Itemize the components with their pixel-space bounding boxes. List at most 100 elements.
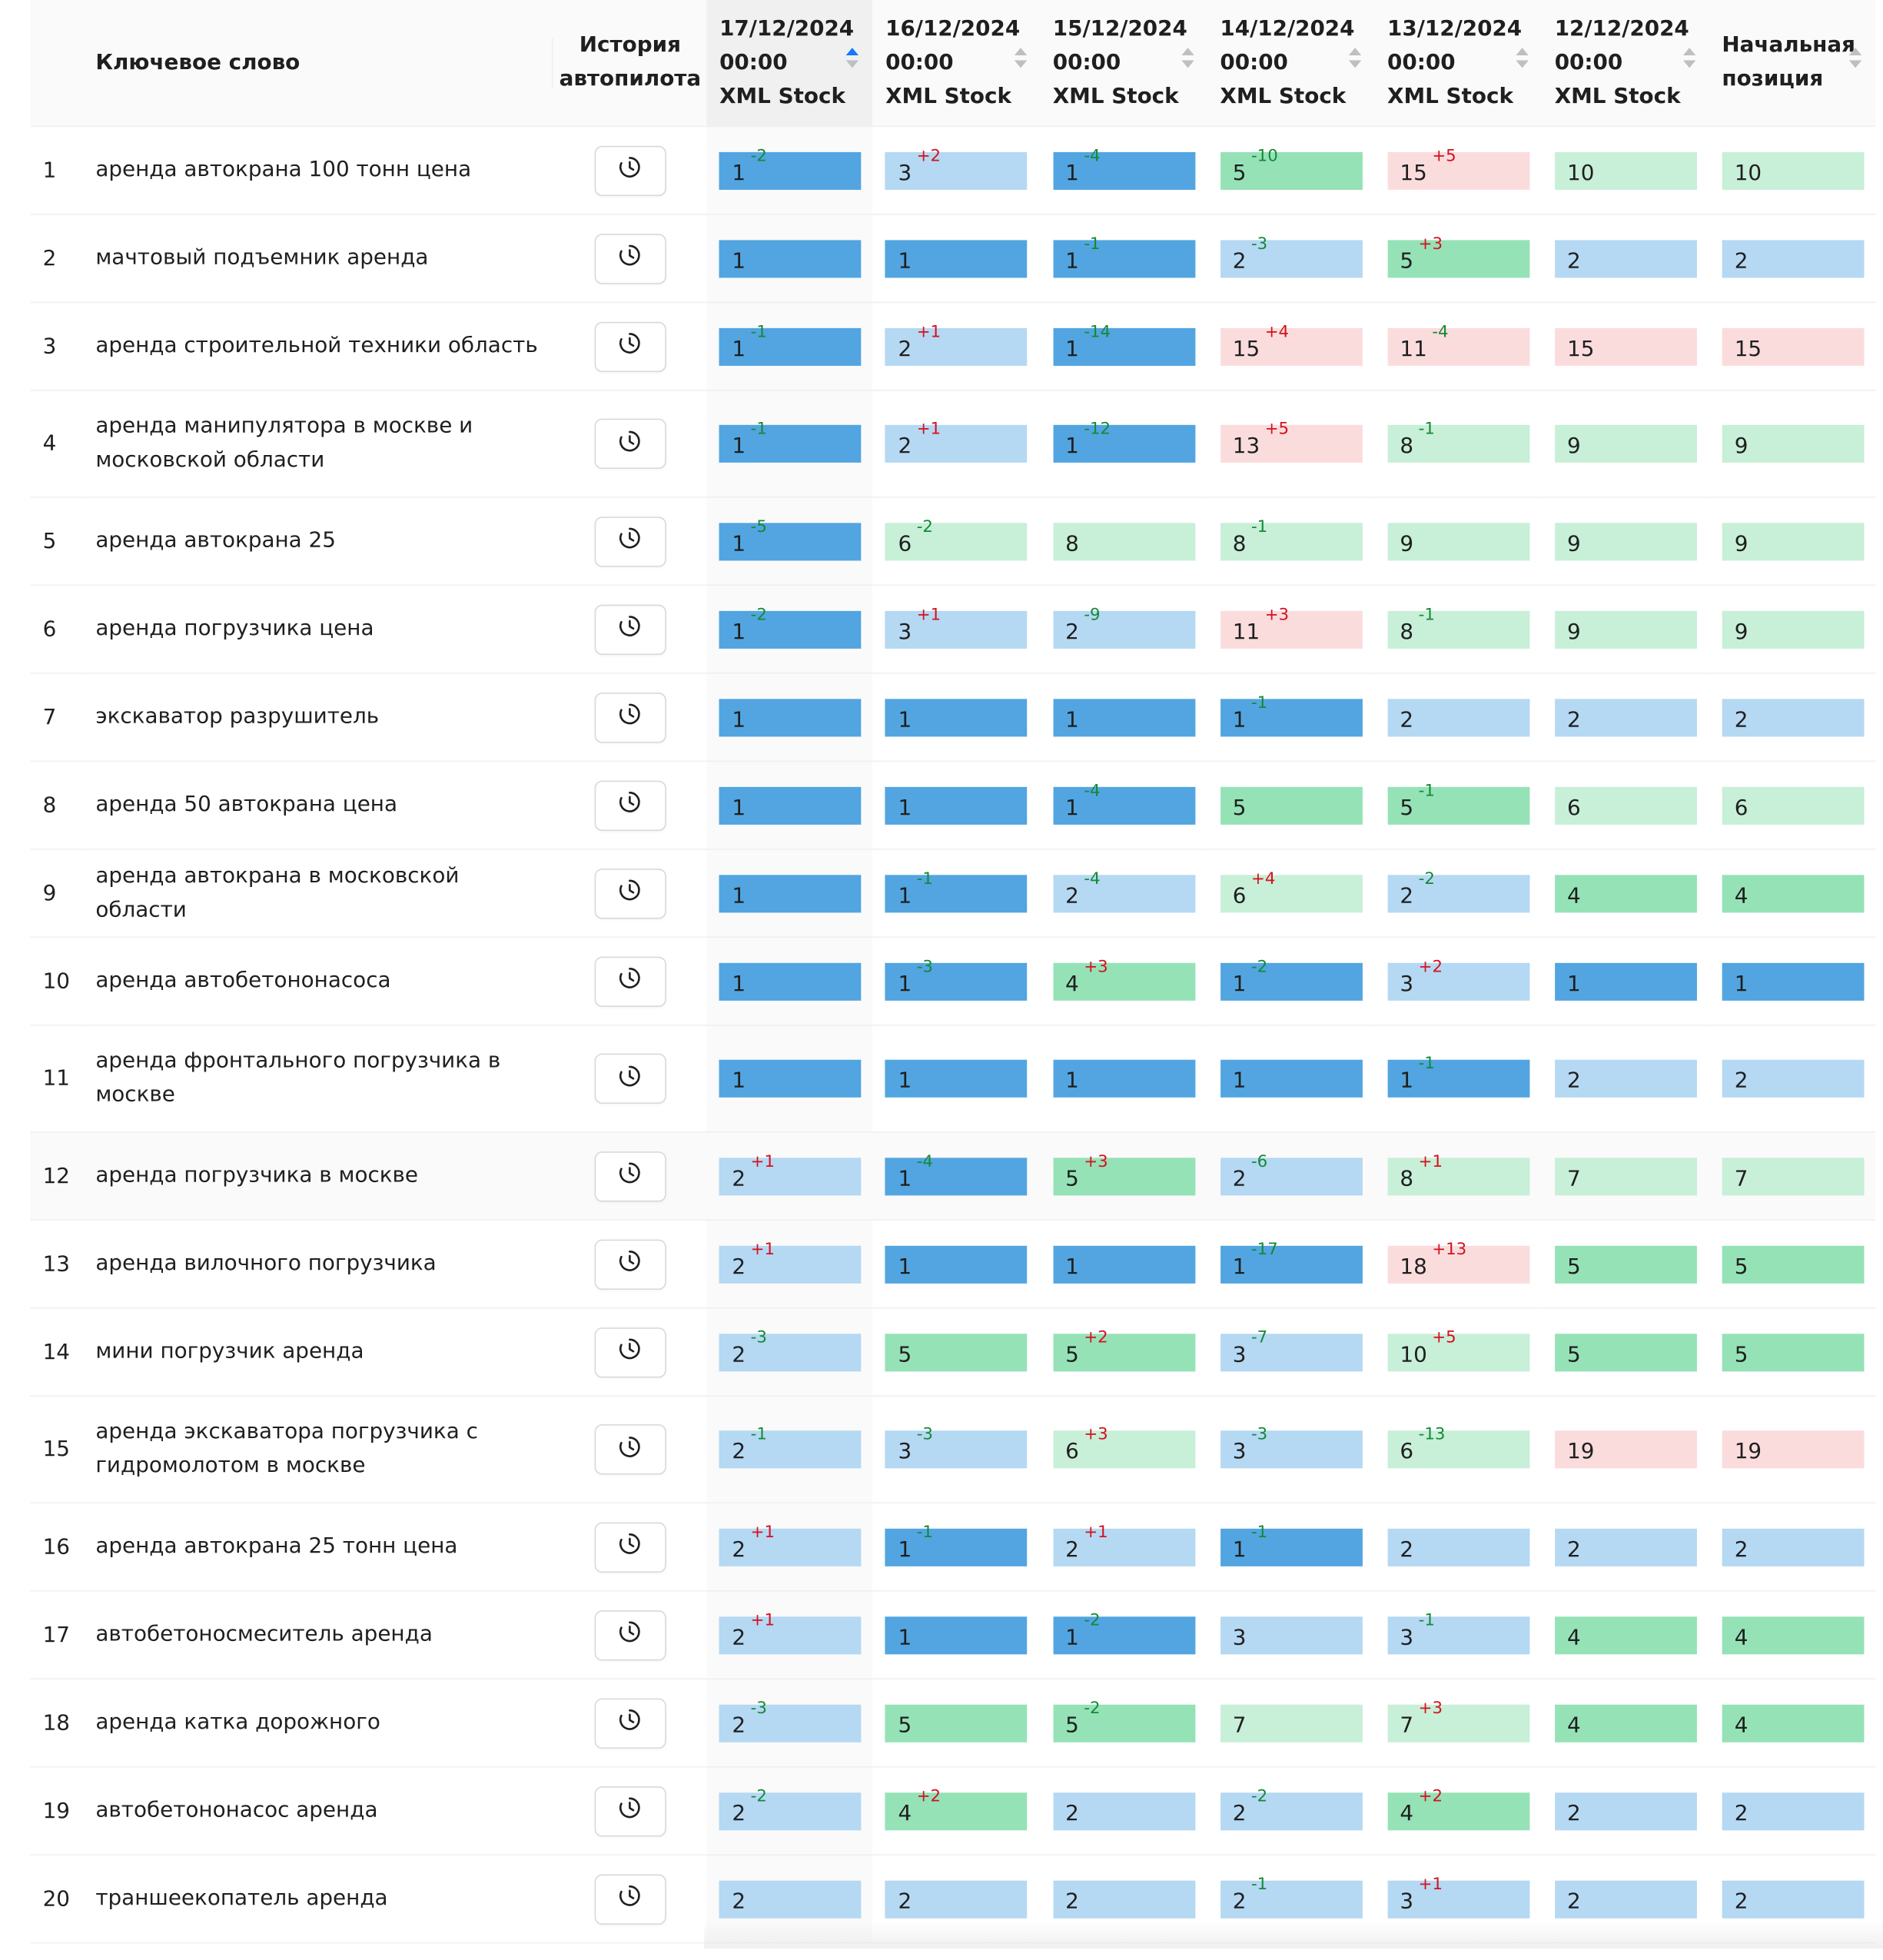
position-delta: +3 <box>1418 234 1443 254</box>
autopilot-history-button[interactable] <box>594 603 666 655</box>
position-value: 6 <box>1232 882 1247 909</box>
position-cell: 1 <box>706 937 873 1026</box>
keyword-cell: автобетононасос аренда <box>80 1766 554 1856</box>
autopilot-history-button[interactable] <box>594 868 666 919</box>
position-badge: 3+2 <box>885 147 1028 190</box>
autopilot-history-button[interactable] <box>594 692 666 742</box>
position-value: 2 <box>1734 706 1748 733</box>
position-delta: -3 <box>1251 234 1268 254</box>
position-cell: 1 <box>1040 1220 1208 1309</box>
header-autopilot-history: История автопилота <box>553 0 707 128</box>
table-row: 14 мини погрузчик аренда 2-3 5 5+2 3-7 10+5 5 5 <box>30 1307 1876 1397</box>
sort-asc-icon[interactable] <box>845 45 861 73</box>
position-badge: 6+3 <box>1052 1426 1195 1469</box>
position-value: 9 <box>1734 619 1748 645</box>
header-date-3[interactable]: 14/12/2024 00:00 XML Stock <box>1207 0 1375 128</box>
position-value: 8 <box>1400 619 1414 645</box>
position-delta: -1 <box>1251 693 1268 713</box>
position-badge: 9 <box>1722 424 1865 463</box>
autopilot-history-button[interactable] <box>594 1238 666 1290</box>
position-value: 2 <box>732 1624 746 1650</box>
autopilot-history-button[interactable] <box>594 233 666 284</box>
sort-icon[interactable] <box>1012 45 1028 73</box>
autopilot-history-button[interactable] <box>594 145 666 196</box>
position-cell: 6-2 <box>872 497 1041 586</box>
header-date-label: 17/12/2024 <box>719 15 855 42</box>
autopilot-history-button[interactable] <box>594 516 666 566</box>
position-value: 5 <box>1232 795 1247 821</box>
position-cell: 2 <box>1374 673 1543 762</box>
autopilot-history-button[interactable] <box>594 1327 666 1377</box>
position-badge: 1-1 <box>1220 1523 1363 1566</box>
position-badge: 6 <box>1554 786 1697 825</box>
table-row: 13 аренда вилочного погрузчика 2+1 1 1 1-17 18… <box>30 1220 1876 1309</box>
position-delta: -12 <box>1084 420 1111 439</box>
position-delta: -7 <box>1251 1327 1268 1347</box>
position-cell: 5 <box>1207 761 1375 850</box>
autopilot-history-button[interactable] <box>594 779 666 831</box>
header-initial-position[interactable]: Начальная позиция <box>1709 0 1876 128</box>
position-value: 2 <box>732 1713 746 1739</box>
position-cell: 8+1 <box>1374 1131 1543 1221</box>
position-value: 1 <box>732 531 746 556</box>
history-clock-icon <box>619 791 641 820</box>
sort-icon[interactable] <box>1347 45 1363 73</box>
position-value: 1 <box>898 971 912 997</box>
position-cell: 2 <box>1709 214 1876 304</box>
header-date-1[interactable]: 16/12/2024 00:00 XML Stock <box>872 0 1041 128</box>
position-delta: +3 <box>1084 1425 1108 1445</box>
position-cell: 4 +3 <box>1040 937 1208 1026</box>
position-badge: 1-2 <box>719 147 862 190</box>
position-value: 3 <box>1232 1341 1247 1367</box>
position-delta: +4 <box>1251 869 1276 889</box>
position-value: 1 <box>1065 706 1079 733</box>
position-cell: 1 <box>1542 937 1710 1026</box>
position-delta: -1 <box>1418 605 1435 625</box>
autopilot-history-button[interactable] <box>594 1873 666 1925</box>
position-delta: +1 <box>916 420 942 439</box>
header-date-5[interactable]: 12/12/2024 00:00 XML Stock <box>1542 0 1710 128</box>
header-date-label: 14/12/2024 <box>1220 15 1355 42</box>
autopilot-history-button[interactable] <box>594 955 666 1007</box>
position-badge: 2-6 <box>1220 1153 1363 1195</box>
position-value: 1 <box>732 248 746 274</box>
header-date-2[interactable]: 15/12/2024 00:00 XML Stock <box>1040 0 1208 128</box>
position-value: 2 <box>1232 1889 1247 1915</box>
position-badge: 4 <box>1554 1616 1697 1654</box>
position-cell: 1-2 <box>1040 1590 1208 1680</box>
position-delta: +3 <box>1084 957 1108 976</box>
autopilot-history-button[interactable] <box>594 1521 666 1573</box>
autopilot-history-button[interactable] <box>594 321 666 372</box>
position-value: 2 <box>732 1536 746 1563</box>
header-date-4[interactable]: 13/12/2024 00:00 XML Stock <box>1374 0 1543 128</box>
sort-icon[interactable] <box>1514 45 1529 73</box>
autopilot-history-button[interactable] <box>594 418 666 470</box>
sort-icon[interactable] <box>1180 45 1195 73</box>
position-value: 1 <box>1065 160 1079 186</box>
position-delta: +1 <box>916 605 942 625</box>
position-value: 3 <box>898 1439 912 1465</box>
sort-icon[interactable] <box>1682 45 1697 73</box>
autopilot-history-button[interactable] <box>594 1424 666 1475</box>
position-value: 8 <box>1400 1165 1414 1191</box>
position-value: 2 <box>1567 248 1581 274</box>
autopilot-history-button[interactable] <box>594 1697 666 1749</box>
position-badge: 2 <box>1722 1879 1865 1918</box>
autopilot-history-button[interactable] <box>594 1151 666 1201</box>
header-date-0[interactable]: 17/12/2024 00:00 XML Stock <box>706 0 873 128</box>
sort-icon[interactable] <box>1848 45 1863 73</box>
history-cell <box>553 673 707 762</box>
autopilot-history-button[interactable] <box>594 1786 666 1836</box>
history-clock-icon <box>619 1533 641 1562</box>
history-clock-icon <box>619 1064 641 1093</box>
autopilot-history-button[interactable] <box>594 1053 666 1104</box>
position-badge: 1 <box>719 698 862 736</box>
position-badge: 2 <box>1722 239 1865 277</box>
position-value: 1 <box>732 160 746 186</box>
autopilot-history-button[interactable] <box>594 1610 666 1660</box>
table-row: 6 аренда погрузчика цена 1-2 3+1 2-9 11+3 8-1 9… <box>30 585 1876 674</box>
position-badge: 2-2 <box>1387 870 1529 912</box>
position-badge: 1 <box>1722 962 1865 1001</box>
position-value: 1 <box>898 706 912 733</box>
position-value: 4 <box>898 1800 912 1826</box>
